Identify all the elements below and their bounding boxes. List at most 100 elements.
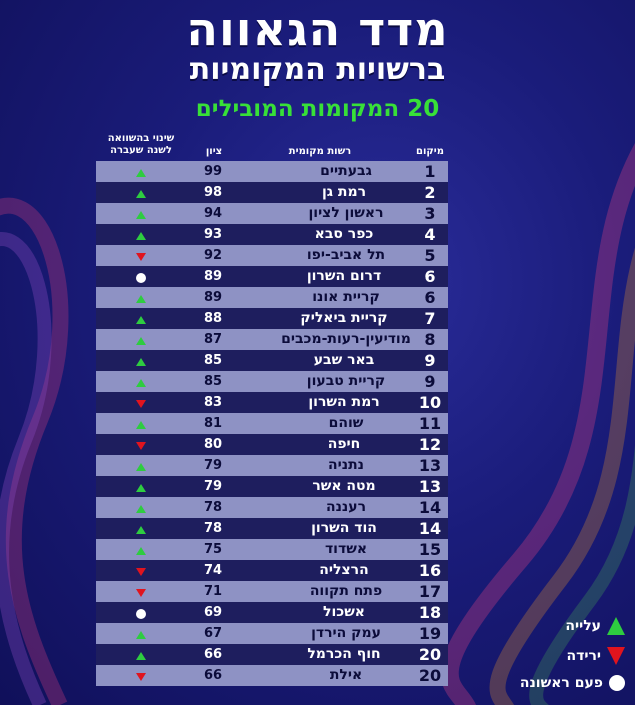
table-row: 88 קריית ביאליק 7	[96, 308, 448, 329]
table-row: 78 רעננה 14	[96, 497, 448, 518]
authority-name-cell: ראשון לציון	[308, 205, 384, 221]
rank-cell: 2	[424, 183, 436, 202]
table-row: 93 כפר סבא 4	[96, 224, 448, 245]
page-title-line2: ברשויות המקומיות	[189, 52, 446, 87]
rank-cell: 11	[418, 414, 442, 433]
authority-name-cell: באר שבע	[313, 352, 375, 368]
change-cell	[118, 623, 164, 644]
authority-name-cell: שוהם	[328, 415, 364, 431]
change-cell	[118, 434, 164, 455]
score-cell: 89	[203, 269, 223, 284]
legend-new-label: פעם ראשונה	[519, 675, 603, 691]
authority-name-cell: הוד השרון	[311, 520, 377, 536]
legend-down: ירידה	[566, 647, 625, 665]
rank-cell: 8	[424, 330, 436, 349]
score-cell: 89	[203, 290, 223, 305]
change-cell	[118, 581, 164, 602]
authority-name-cell: כפר סבא	[314, 226, 374, 242]
rank-cell: 7	[424, 309, 436, 328]
change-cell	[118, 224, 164, 245]
rank-cell: 9	[424, 351, 436, 370]
up-arrow-icon	[136, 546, 146, 555]
header-change-line1: שינוי בהשוואה	[107, 133, 175, 144]
table-row: 92 תל אביב-יפו 5	[96, 245, 448, 266]
header-change-line2: לשנה שעברה	[110, 145, 172, 156]
score-cell: 85	[203, 353, 223, 368]
change-cell	[118, 182, 164, 203]
legend-up: עלייה	[565, 617, 625, 635]
authority-name-cell: גבעתיים	[320, 163, 372, 179]
score-cell: 74	[203, 563, 223, 578]
new-circle-icon	[136, 272, 146, 283]
page-subtitle: 20 המקומות המובילים	[195, 96, 440, 122]
score-cell: 81	[203, 416, 223, 431]
authority-name-cell: נתניה	[328, 457, 364, 473]
change-cell	[118, 539, 164, 560]
table-row: 67 עמק הירדן 19	[96, 623, 448, 644]
table-row: 79 מטה אשר 13	[96, 476, 448, 497]
up-arrow-icon	[136, 315, 146, 324]
authority-name-cell: עמק הירדן	[311, 625, 381, 641]
score-cell: 78	[203, 521, 223, 536]
rank-cell: 20	[418, 645, 442, 664]
page-title: מדד הגאווה	[186, 2, 449, 56]
up-arrow-icon	[136, 357, 146, 366]
authority-name-cell: מטה אשר	[312, 478, 376, 494]
table-row: 69 אשכול 18	[96, 602, 448, 623]
header-rank: מיקום	[416, 146, 444, 157]
up-arrow-icon	[136, 630, 146, 639]
change-cell	[118, 266, 164, 287]
rank-cell: 13	[418, 456, 442, 475]
up-arrow-icon	[136, 378, 146, 387]
down-arrow-icon	[136, 399, 146, 408]
change-cell	[118, 392, 164, 413]
table-row: 81 שוהם 11	[96, 413, 448, 434]
table-row: 87 מודיעין-רעות-מכבים 8	[96, 329, 448, 350]
authority-name-cell: קריית אונו	[312, 289, 380, 305]
down-arrow-icon	[136, 441, 146, 450]
down-arrow-icon	[607, 647, 625, 665]
authority-name-cell: הרצליה	[319, 562, 369, 578]
score-cell: 78	[203, 500, 223, 515]
change-cell	[118, 350, 164, 371]
change-cell	[118, 644, 164, 665]
change-cell	[118, 203, 164, 224]
table-row: 89 דרום השרון 6	[96, 266, 448, 287]
score-cell: 88	[203, 311, 223, 326]
change-cell	[118, 476, 164, 497]
rank-cell: 15	[418, 540, 442, 559]
authority-name-cell: מודיעין-רעות-מכבים	[281, 331, 411, 347]
table-row: 75 אשדוד 15	[96, 539, 448, 560]
rank-cell: 17	[418, 582, 442, 601]
rank-cell: 6	[424, 288, 436, 307]
rank-cell: 3	[424, 204, 436, 223]
legend-down-label: ירידה	[566, 648, 601, 664]
up-arrow-icon	[136, 462, 146, 471]
table-row: 85 באר שבע 9	[96, 350, 448, 371]
rank-cell: 6	[424, 267, 436, 286]
authority-name-cell: קריית טבעון	[306, 373, 386, 389]
up-arrow-icon	[136, 336, 146, 345]
table-row: 99 גבעתיים 1	[96, 161, 448, 182]
change-cell	[118, 602, 164, 623]
ranking-table: 99 גבעתיים 1 98 רמת גן 2 94 ראשון לציון 3 93 כפר ס…	[96, 161, 448, 686]
authority-name-cell: דרום השרון	[306, 268, 382, 284]
legend-new: פעם ראשונה	[520, 675, 625, 691]
score-cell: 66	[203, 647, 223, 662]
rank-cell: 14	[418, 498, 442, 517]
up-arrow-icon	[136, 651, 146, 660]
score-cell: 98	[203, 185, 223, 200]
legend-up-label: עלייה	[565, 618, 601, 634]
rank-cell: 18	[418, 603, 442, 622]
rank-cell: 5	[424, 246, 436, 265]
authority-name-cell: תל אביב-יפו	[306, 247, 386, 263]
down-arrow-icon	[136, 672, 146, 681]
score-cell: 71	[203, 584, 223, 599]
table-row: 74 הרצליה 16	[96, 560, 448, 581]
score-cell: 99	[203, 164, 223, 179]
up-arrow-icon	[136, 483, 146, 492]
rank-cell: 20	[418, 666, 442, 685]
authority-name-cell: חוף הכרמל	[307, 646, 381, 662]
score-cell: 87	[203, 332, 223, 347]
change-cell	[118, 518, 164, 539]
